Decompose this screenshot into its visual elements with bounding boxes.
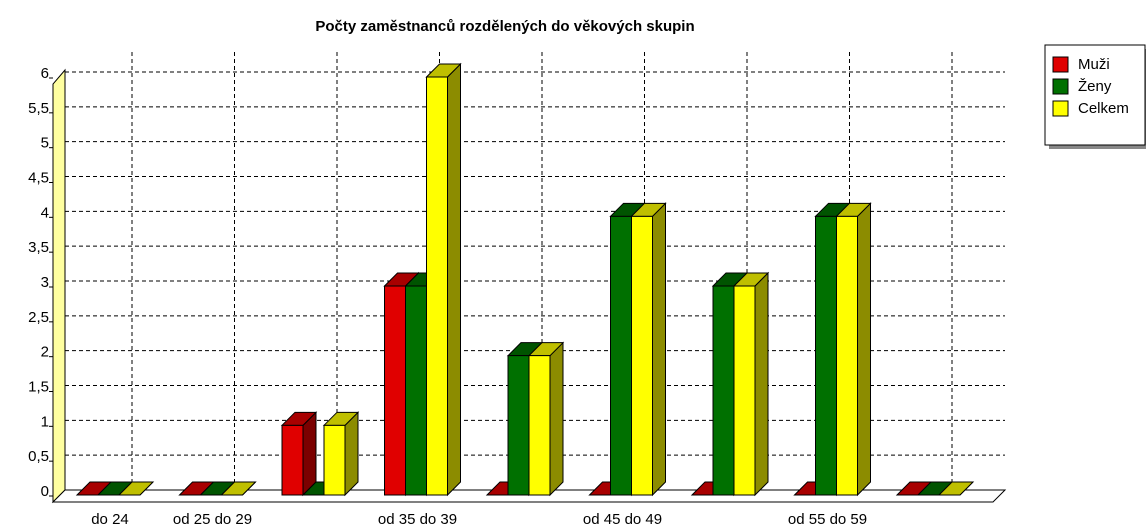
bar [220, 481, 257, 496]
bar-side [344, 411, 359, 497]
y-wall [52, 68, 66, 504]
y-tick-label: 3 [41, 274, 49, 291]
y-tick-label: 0,5 [28, 448, 49, 465]
y-tick-label: 0 [41, 483, 49, 500]
bar-front [631, 215, 653, 496]
legend-label: Muži [1078, 56, 1110, 73]
bar-side [447, 62, 461, 497]
y-tick-label: 3,5 [28, 239, 49, 256]
bar-front [281, 424, 304, 496]
bar [835, 202, 872, 497]
x-tick-label: od 35 do 39 [378, 511, 457, 528]
bar-side [857, 202, 871, 497]
bar-side [754, 271, 769, 497]
bar-side [652, 202, 666, 497]
bar-side [302, 411, 317, 497]
y-tick-label: 4 [41, 204, 49, 221]
legend-label: Ženy [1078, 78, 1112, 95]
bar-front [836, 215, 858, 496]
bar-front [733, 285, 756, 496]
x-tick-label: od 55 do 59 [788, 511, 867, 528]
bar-front [528, 355, 551, 496]
y-tick-label: 2,5 [28, 309, 49, 326]
bar [527, 341, 565, 497]
bar-front [323, 424, 346, 496]
legend-swatch [1052, 56, 1069, 73]
bar [630, 202, 667, 497]
bar-front [426, 76, 448, 496]
bar-front [405, 285, 427, 496]
bar-front [815, 215, 837, 496]
y-tick-label: 4,5 [28, 169, 49, 186]
bar [322, 411, 360, 497]
legend-swatch [1052, 78, 1069, 95]
y-tick-label: 5,5 [28, 100, 49, 117]
bar-side [549, 341, 564, 497]
legend-swatch [1052, 100, 1069, 117]
y-tick-label: 6 [41, 65, 49, 82]
bar [425, 62, 462, 497]
x-tick-label: od 45 do 49 [583, 511, 662, 528]
legend-label: Celkem [1078, 100, 1129, 117]
bar [117, 481, 155, 496]
bar-front [507, 355, 530, 496]
y-tick-label: 1 [41, 413, 49, 430]
bar-front [610, 215, 632, 496]
bar [280, 411, 318, 497]
y-tick-label: 1,5 [28, 378, 49, 395]
x-tick-label: do 24 [91, 511, 129, 528]
bar [937, 481, 975, 496]
bar [732, 271, 770, 497]
chart-title: Počty zaměstnanců rozdělených do věkovýc… [315, 18, 694, 35]
y-tick-label: 5 [41, 135, 49, 152]
x-tick-label: od 25 do 29 [173, 511, 252, 528]
bar-front [384, 285, 406, 496]
y-tick-label: 2 [41, 344, 49, 361]
bar-front [712, 285, 735, 496]
